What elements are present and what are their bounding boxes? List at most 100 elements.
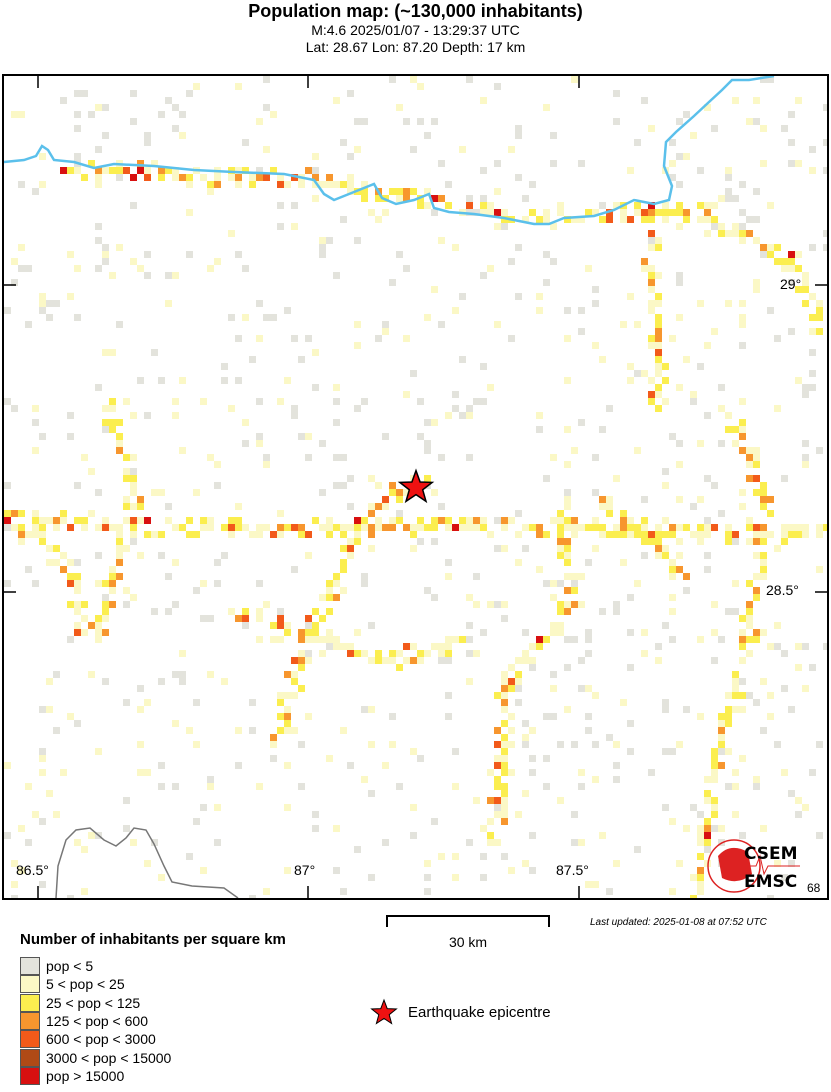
- population-cell: [795, 643, 802, 650]
- population-cell: [487, 209, 494, 216]
- population-cell: [235, 615, 242, 622]
- population-cell: [102, 517, 109, 524]
- population-cell: [284, 713, 291, 720]
- population-cell: [193, 489, 200, 496]
- population-cell: [137, 167, 144, 174]
- population-cell: [816, 314, 823, 321]
- population-cell: [256, 440, 263, 447]
- population-cell: [522, 545, 529, 552]
- population-cell: [235, 762, 242, 769]
- population-cell: [781, 650, 788, 657]
- population-cell: [501, 769, 508, 776]
- population-cell: [711, 811, 718, 818]
- population-cell: [424, 888, 431, 895]
- epicentre-star-icon[interactable]: [397, 468, 435, 504]
- population-cell: [368, 657, 375, 664]
- population-cell: [88, 111, 95, 118]
- population-cell: [214, 258, 221, 265]
- epicentre-legend: Earthquake epicentre: [370, 998, 551, 1026]
- population-cell: [452, 636, 459, 643]
- population-cell: [795, 531, 802, 538]
- population-cell: [753, 552, 760, 559]
- population-cell: [137, 706, 144, 713]
- population-cell: [214, 174, 221, 181]
- population-cell: [333, 419, 340, 426]
- population-cell: [256, 615, 263, 622]
- population-cell: [333, 524, 340, 531]
- population-cell: [571, 811, 578, 818]
- population-cell: [578, 573, 585, 580]
- population-cell: [704, 412, 711, 419]
- population-cell: [214, 580, 221, 587]
- population-cell: [753, 594, 760, 601]
- population-cell: [515, 811, 522, 818]
- population-cell: [249, 895, 256, 898]
- population-cell: [641, 258, 648, 265]
- population-cell: [795, 160, 802, 167]
- population-cell: [123, 167, 130, 174]
- population-cell: [466, 76, 473, 83]
- population-cell: [557, 538, 564, 545]
- population-cell: [627, 293, 634, 300]
- population-cell: [781, 125, 788, 132]
- population-cell: [823, 230, 827, 237]
- population-cell: [249, 727, 256, 734]
- population-cell: [669, 559, 676, 566]
- population-cell: [123, 699, 130, 706]
- population-cell: [277, 202, 284, 209]
- population-cell: [557, 524, 564, 531]
- population-cell: [739, 398, 746, 405]
- population-cell: [550, 685, 557, 692]
- population-cell: [39, 755, 46, 762]
- population-cell: [361, 524, 368, 531]
- population-cell: [305, 650, 312, 657]
- population-cell: [690, 503, 697, 510]
- population-cell: [67, 167, 74, 174]
- population-cell: [732, 811, 739, 818]
- population-cell: [711, 755, 718, 762]
- population-cell: [767, 496, 774, 503]
- population-cell: [648, 202, 655, 209]
- population-cell: [277, 398, 284, 405]
- population-cell: [74, 839, 81, 846]
- population-cell: [725, 531, 732, 538]
- population-cell: [711, 762, 718, 769]
- population-cell: [354, 538, 361, 545]
- population-cell: [739, 314, 746, 321]
- population-cell: [144, 272, 151, 279]
- population-cell: [74, 153, 81, 160]
- population-cell: [431, 517, 438, 524]
- population-cell: [102, 349, 109, 356]
- population-cell: [172, 398, 179, 405]
- population-cell: [816, 531, 823, 538]
- population-cell: [130, 412, 137, 419]
- population-cell: [697, 524, 704, 531]
- population-cell: [711, 776, 718, 783]
- population-cell: [494, 797, 501, 804]
- population-cell: [557, 580, 564, 587]
- population-cell: [466, 636, 473, 643]
- population-cell: [711, 223, 718, 230]
- population-map[interactable]: CSEM EMSC 86.5° 87° 87.5° 29° 28.5° 68: [2, 74, 829, 900]
- population-cell: [242, 615, 249, 622]
- population-cell: [641, 97, 648, 104]
- population-cell: [333, 580, 340, 587]
- population-cell: [347, 90, 354, 97]
- legend-label: 125 < pop < 600: [46, 1012, 148, 1029]
- population-cell: [312, 636, 319, 643]
- population-cell: [235, 727, 242, 734]
- population-cell: [305, 531, 312, 538]
- scale-label: 30 km: [448, 934, 488, 950]
- population-cell: [529, 643, 536, 650]
- population-cell: [39, 153, 46, 160]
- population-cell: [403, 524, 410, 531]
- population-cell: [774, 335, 781, 342]
- population-cell: [725, 300, 732, 307]
- population-cell: [431, 594, 438, 601]
- population-cell: [655, 538, 662, 545]
- population-cell: [564, 552, 571, 559]
- population-cell: [669, 818, 676, 825]
- population-cell: [347, 174, 354, 181]
- population-cell: [564, 307, 571, 314]
- population-cell: [249, 699, 256, 706]
